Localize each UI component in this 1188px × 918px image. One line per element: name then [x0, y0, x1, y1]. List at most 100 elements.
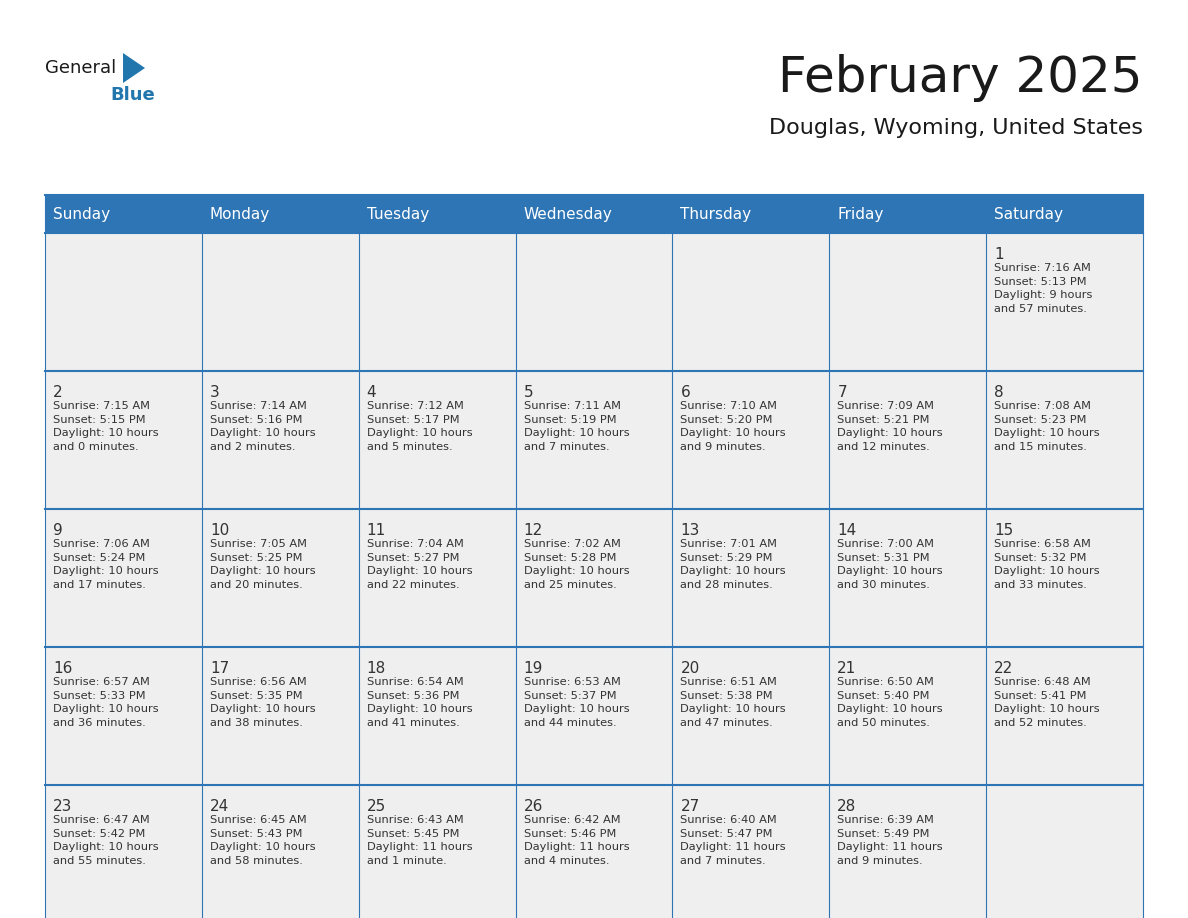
Bar — [45, 371, 202, 509]
Text: 27: 27 — [681, 799, 700, 814]
Text: Tuesday: Tuesday — [367, 207, 429, 221]
Bar — [45, 647, 202, 785]
Text: 6: 6 — [681, 385, 690, 400]
Bar — [986, 509, 1143, 647]
Text: Sunrise: 6:40 AM
Sunset: 5:47 PM
Daylight: 11 hours
and 7 minutes.: Sunrise: 6:40 AM Sunset: 5:47 PM Dayligh… — [681, 815, 786, 866]
Text: Sunrise: 7:11 AM
Sunset: 5:19 PM
Daylight: 10 hours
and 7 minutes.: Sunrise: 7:11 AM Sunset: 5:19 PM Dayligh… — [524, 401, 630, 452]
Bar — [516, 371, 672, 509]
Text: Saturday: Saturday — [994, 207, 1063, 221]
Text: Sunrise: 7:01 AM
Sunset: 5:29 PM
Daylight: 10 hours
and 28 minutes.: Sunrise: 7:01 AM Sunset: 5:29 PM Dayligh… — [681, 539, 786, 589]
Text: Sunrise: 7:05 AM
Sunset: 5:25 PM
Daylight: 10 hours
and 20 minutes.: Sunrise: 7:05 AM Sunset: 5:25 PM Dayligh… — [210, 539, 316, 589]
Text: Sunrise: 6:39 AM
Sunset: 5:49 PM
Daylight: 11 hours
and 9 minutes.: Sunrise: 6:39 AM Sunset: 5:49 PM Dayligh… — [838, 815, 943, 866]
Text: General: General — [45, 59, 116, 77]
Text: 3: 3 — [210, 385, 220, 400]
Text: 10: 10 — [210, 523, 229, 538]
Bar — [45, 195, 1143, 233]
Text: 4: 4 — [367, 385, 377, 400]
Text: Sunday: Sunday — [53, 207, 110, 221]
Bar — [829, 233, 986, 371]
Bar — [986, 233, 1143, 371]
Text: 12: 12 — [524, 523, 543, 538]
Bar — [359, 233, 516, 371]
Text: Sunrise: 7:02 AM
Sunset: 5:28 PM
Daylight: 10 hours
and 25 minutes.: Sunrise: 7:02 AM Sunset: 5:28 PM Dayligh… — [524, 539, 630, 589]
Text: 22: 22 — [994, 661, 1013, 676]
Text: Sunrise: 7:16 AM
Sunset: 5:13 PM
Daylight: 9 hours
and 57 minutes.: Sunrise: 7:16 AM Sunset: 5:13 PM Dayligh… — [994, 263, 1093, 314]
Text: 13: 13 — [681, 523, 700, 538]
Text: Thursday: Thursday — [681, 207, 752, 221]
Bar — [516, 647, 672, 785]
Text: February 2025: February 2025 — [778, 54, 1143, 102]
Bar — [359, 647, 516, 785]
Bar — [672, 647, 829, 785]
Text: 28: 28 — [838, 799, 857, 814]
Bar — [45, 509, 202, 647]
Bar — [359, 371, 516, 509]
Text: Sunrise: 7:14 AM
Sunset: 5:16 PM
Daylight: 10 hours
and 2 minutes.: Sunrise: 7:14 AM Sunset: 5:16 PM Dayligh… — [210, 401, 316, 452]
Text: Friday: Friday — [838, 207, 884, 221]
Text: 7: 7 — [838, 385, 847, 400]
Bar — [672, 371, 829, 509]
Bar — [516, 509, 672, 647]
Bar — [516, 785, 672, 918]
Text: Sunrise: 6:45 AM
Sunset: 5:43 PM
Daylight: 10 hours
and 58 minutes.: Sunrise: 6:45 AM Sunset: 5:43 PM Dayligh… — [210, 815, 316, 866]
Text: Sunrise: 6:57 AM
Sunset: 5:33 PM
Daylight: 10 hours
and 36 minutes.: Sunrise: 6:57 AM Sunset: 5:33 PM Dayligh… — [53, 677, 159, 728]
Text: 5: 5 — [524, 385, 533, 400]
Text: Sunrise: 6:56 AM
Sunset: 5:35 PM
Daylight: 10 hours
and 38 minutes.: Sunrise: 6:56 AM Sunset: 5:35 PM Dayligh… — [210, 677, 316, 728]
Text: Sunrise: 7:08 AM
Sunset: 5:23 PM
Daylight: 10 hours
and 15 minutes.: Sunrise: 7:08 AM Sunset: 5:23 PM Dayligh… — [994, 401, 1100, 452]
Bar — [986, 647, 1143, 785]
Bar — [672, 785, 829, 918]
Text: Sunrise: 7:00 AM
Sunset: 5:31 PM
Daylight: 10 hours
and 30 minutes.: Sunrise: 7:00 AM Sunset: 5:31 PM Dayligh… — [838, 539, 943, 589]
Text: Sunrise: 6:51 AM
Sunset: 5:38 PM
Daylight: 10 hours
and 47 minutes.: Sunrise: 6:51 AM Sunset: 5:38 PM Dayligh… — [681, 677, 786, 728]
Text: 14: 14 — [838, 523, 857, 538]
Text: 17: 17 — [210, 661, 229, 676]
Text: Sunrise: 7:04 AM
Sunset: 5:27 PM
Daylight: 10 hours
and 22 minutes.: Sunrise: 7:04 AM Sunset: 5:27 PM Dayligh… — [367, 539, 473, 589]
Bar — [359, 785, 516, 918]
Bar — [829, 785, 986, 918]
Text: 11: 11 — [367, 523, 386, 538]
Text: Sunrise: 6:42 AM
Sunset: 5:46 PM
Daylight: 11 hours
and 4 minutes.: Sunrise: 6:42 AM Sunset: 5:46 PM Dayligh… — [524, 815, 630, 866]
Text: 2: 2 — [53, 385, 63, 400]
Text: 15: 15 — [994, 523, 1013, 538]
Text: Sunrise: 6:43 AM
Sunset: 5:45 PM
Daylight: 11 hours
and 1 minute.: Sunrise: 6:43 AM Sunset: 5:45 PM Dayligh… — [367, 815, 473, 866]
Text: 26: 26 — [524, 799, 543, 814]
Text: 21: 21 — [838, 661, 857, 676]
Text: Sunrise: 6:50 AM
Sunset: 5:40 PM
Daylight: 10 hours
and 50 minutes.: Sunrise: 6:50 AM Sunset: 5:40 PM Dayligh… — [838, 677, 943, 728]
Text: 20: 20 — [681, 661, 700, 676]
Bar — [672, 233, 829, 371]
Text: Sunrise: 6:58 AM
Sunset: 5:32 PM
Daylight: 10 hours
and 33 minutes.: Sunrise: 6:58 AM Sunset: 5:32 PM Dayligh… — [994, 539, 1100, 589]
Text: Wednesday: Wednesday — [524, 207, 612, 221]
Polygon shape — [124, 53, 145, 83]
Text: 25: 25 — [367, 799, 386, 814]
Bar — [986, 371, 1143, 509]
Text: Sunrise: 6:47 AM
Sunset: 5:42 PM
Daylight: 10 hours
and 55 minutes.: Sunrise: 6:47 AM Sunset: 5:42 PM Dayligh… — [53, 815, 159, 866]
Text: 23: 23 — [53, 799, 72, 814]
Text: Sunrise: 7:12 AM
Sunset: 5:17 PM
Daylight: 10 hours
and 5 minutes.: Sunrise: 7:12 AM Sunset: 5:17 PM Dayligh… — [367, 401, 473, 452]
Bar — [45, 785, 202, 918]
Text: Blue: Blue — [110, 86, 154, 104]
Text: Sunrise: 7:09 AM
Sunset: 5:21 PM
Daylight: 10 hours
and 12 minutes.: Sunrise: 7:09 AM Sunset: 5:21 PM Dayligh… — [838, 401, 943, 452]
Text: 1: 1 — [994, 247, 1004, 262]
Text: Sunrise: 7:10 AM
Sunset: 5:20 PM
Daylight: 10 hours
and 9 minutes.: Sunrise: 7:10 AM Sunset: 5:20 PM Dayligh… — [681, 401, 786, 452]
Bar — [672, 509, 829, 647]
Bar — [202, 647, 359, 785]
Text: 18: 18 — [367, 661, 386, 676]
Text: 9: 9 — [53, 523, 63, 538]
Text: 16: 16 — [53, 661, 72, 676]
Text: Sunrise: 6:53 AM
Sunset: 5:37 PM
Daylight: 10 hours
and 44 minutes.: Sunrise: 6:53 AM Sunset: 5:37 PM Dayligh… — [524, 677, 630, 728]
Bar — [202, 371, 359, 509]
Text: Sunrise: 7:06 AM
Sunset: 5:24 PM
Daylight: 10 hours
and 17 minutes.: Sunrise: 7:06 AM Sunset: 5:24 PM Dayligh… — [53, 539, 159, 589]
Bar — [986, 785, 1143, 918]
Bar — [829, 509, 986, 647]
Text: 19: 19 — [524, 661, 543, 676]
Bar — [202, 233, 359, 371]
Bar — [202, 509, 359, 647]
Text: Sunrise: 6:54 AM
Sunset: 5:36 PM
Daylight: 10 hours
and 41 minutes.: Sunrise: 6:54 AM Sunset: 5:36 PM Dayligh… — [367, 677, 473, 728]
Text: Sunrise: 6:48 AM
Sunset: 5:41 PM
Daylight: 10 hours
and 52 minutes.: Sunrise: 6:48 AM Sunset: 5:41 PM Dayligh… — [994, 677, 1100, 728]
Bar — [516, 233, 672, 371]
Text: Douglas, Wyoming, United States: Douglas, Wyoming, United States — [769, 118, 1143, 138]
Bar — [829, 647, 986, 785]
Text: Sunrise: 7:15 AM
Sunset: 5:15 PM
Daylight: 10 hours
and 0 minutes.: Sunrise: 7:15 AM Sunset: 5:15 PM Dayligh… — [53, 401, 159, 452]
Bar — [359, 509, 516, 647]
Text: Monday: Monday — [210, 207, 270, 221]
Text: 24: 24 — [210, 799, 229, 814]
